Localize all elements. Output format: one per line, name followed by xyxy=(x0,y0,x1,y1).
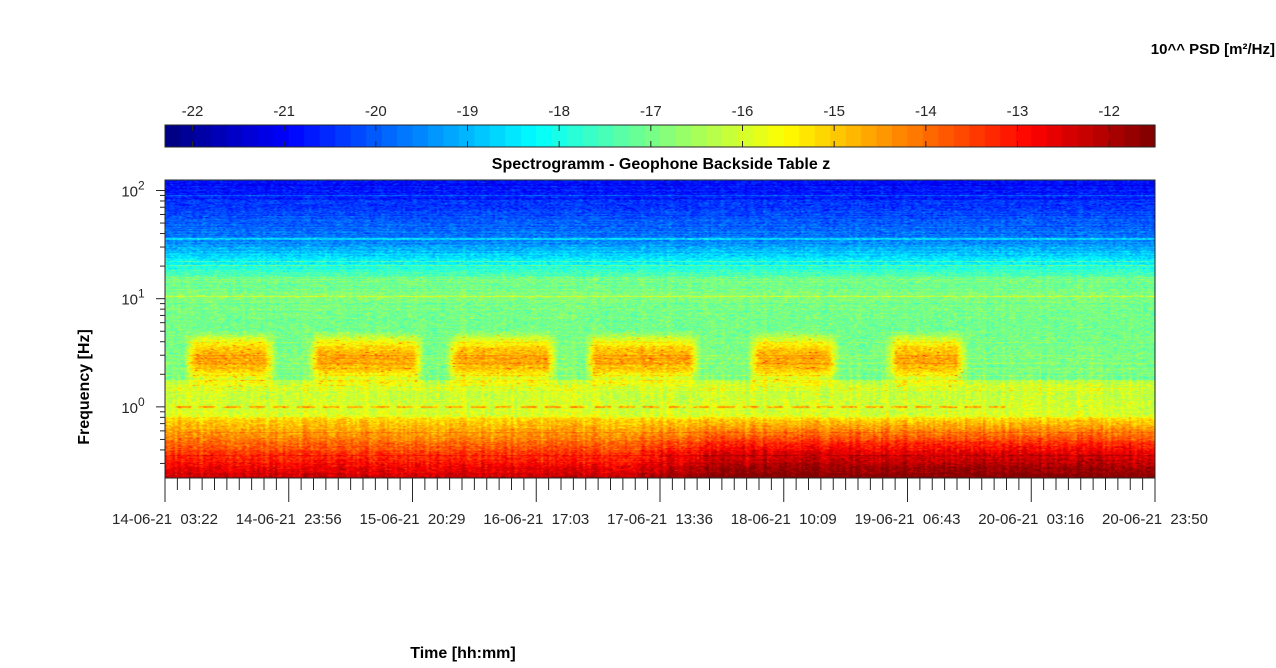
colorbar-step xyxy=(1046,125,1063,147)
y-tick-label: 101 xyxy=(121,287,145,309)
colorbar-step xyxy=(629,125,646,147)
colorbar-step xyxy=(520,125,537,147)
colorbar-step xyxy=(195,125,213,147)
y-tick-label: 102 xyxy=(121,178,145,200)
x-tick-label: 20-06-21 03:16 xyxy=(978,511,1084,528)
colorbar-step xyxy=(180,125,197,147)
colorbar-step xyxy=(335,125,352,147)
colorbar-step xyxy=(366,125,383,147)
colorbar-step xyxy=(876,125,893,147)
colorbar-step xyxy=(660,125,677,147)
x-tick-label: 17-06-21 13:36 xyxy=(607,511,713,528)
colorbar-step xyxy=(397,125,414,147)
colorbar-step xyxy=(1139,125,1156,147)
plot-axes: 100 101 102 14-06-21 03:22 14-06-21 23:56 15-… xyxy=(112,178,1208,528)
colorbar-step xyxy=(953,125,970,147)
colorbar-tick-label: -16 xyxy=(732,103,754,120)
spectrogram-image xyxy=(165,180,1155,478)
colorbar-step xyxy=(598,125,615,147)
colorbar-tick-label: -15 xyxy=(823,103,845,120)
colorbar-step xyxy=(242,125,259,147)
colorbar-step xyxy=(1015,125,1032,147)
colorbar-tick-label: -20 xyxy=(365,103,387,120)
colorbar-step xyxy=(938,125,955,147)
y-axis-label: Frequency [Hz] xyxy=(76,329,93,445)
colorbar-step xyxy=(799,125,816,147)
colorbar-step xyxy=(165,125,182,147)
colorbar-step xyxy=(288,125,305,147)
colorbar-step xyxy=(304,125,321,147)
colorbar-tick-labels: -22 -21 -20 -19 -18 -17 -16 -15 -14 -13 -12 xyxy=(182,103,1120,120)
colorbar-step xyxy=(783,125,800,147)
colorbar-step xyxy=(922,125,940,147)
colorbar-step xyxy=(613,125,630,147)
colorbar-step xyxy=(412,125,429,147)
colorbar-step xyxy=(1093,125,1110,147)
colorbar-step xyxy=(830,125,847,147)
colorbar-step xyxy=(752,125,769,147)
colorbar-step xyxy=(1000,125,1017,147)
colorbar-step xyxy=(381,125,398,147)
colorbar-step xyxy=(427,125,445,147)
colorbar-step xyxy=(257,125,274,147)
colorbar-step xyxy=(768,125,785,147)
colorbar-step xyxy=(582,125,599,147)
colorbar-step xyxy=(644,125,661,147)
colorbar-step xyxy=(814,125,831,147)
colorbar-step xyxy=(443,125,460,147)
colorbar-step xyxy=(892,125,909,147)
x-tick-label: 16-06-21 17:03 xyxy=(483,511,589,528)
colorbar-step xyxy=(845,125,862,147)
x-tick-label: 19-06-21 06:43 xyxy=(855,511,961,528)
colorbar-tick-label: -19 xyxy=(457,103,479,120)
x-tick-label: 14-06-21 23:56 xyxy=(236,511,342,528)
colorbar-tick-label: -17 xyxy=(640,103,662,120)
colorbar-tick-label: -12 xyxy=(1098,103,1120,120)
colorbar-step xyxy=(737,125,754,147)
colorbar-step xyxy=(861,125,878,147)
colorbar-step xyxy=(907,125,924,147)
colorbar-step xyxy=(1031,125,1048,147)
colorbar-step xyxy=(319,125,336,147)
colorbar-tick-label: -13 xyxy=(1007,103,1029,120)
colorbar-frame xyxy=(164,124,1156,148)
colorbar-step xyxy=(1062,125,1079,147)
colorbar-step xyxy=(969,125,986,147)
colorbar-step xyxy=(474,125,491,147)
y-tick-label: 100 xyxy=(121,395,145,417)
x-axis-label: Time [hh:mm] xyxy=(410,645,515,662)
x-tick-label: 20-06-21 23:50 xyxy=(1102,511,1208,528)
x-tick-label: 18-06-21 10:09 xyxy=(731,511,837,528)
x-tick-label: 14-06-21 03:22 xyxy=(112,511,218,528)
colorbar-step xyxy=(458,125,475,147)
colorbar-tick-label: -21 xyxy=(273,103,295,120)
colorbar-step xyxy=(567,125,584,147)
colorbar-step xyxy=(706,125,723,147)
colorbar-step xyxy=(489,125,506,147)
colorbar-step xyxy=(984,125,1001,147)
chart-title: Spectrogramm - Geophone Backside Table z xyxy=(492,156,830,173)
colorbar-tick-label: -18 xyxy=(548,103,570,120)
colorbar-step xyxy=(211,125,228,147)
colorbar-step xyxy=(273,125,290,147)
colorbar-label: 10^^ PSD [m²/Hz] xyxy=(1151,41,1275,58)
colorbar-step xyxy=(536,125,553,147)
colorbar xyxy=(164,124,1156,148)
colorbar-step xyxy=(1124,125,1141,147)
colorbar-step xyxy=(721,125,738,147)
colorbar-step xyxy=(505,125,522,147)
colorbar-tick-label: -14 xyxy=(915,103,937,120)
colorbar-step xyxy=(226,125,243,147)
x-tick-label: 15-06-21 20:29 xyxy=(360,511,466,528)
colorbar-step xyxy=(551,125,568,147)
colorbar-step xyxy=(675,125,692,147)
colorbar-step xyxy=(690,125,708,147)
colorbar-step xyxy=(1108,125,1125,147)
colorbar-step xyxy=(350,125,367,147)
colorbar-step xyxy=(1077,125,1094,147)
colorbar-tick-label: -22 xyxy=(182,103,204,120)
